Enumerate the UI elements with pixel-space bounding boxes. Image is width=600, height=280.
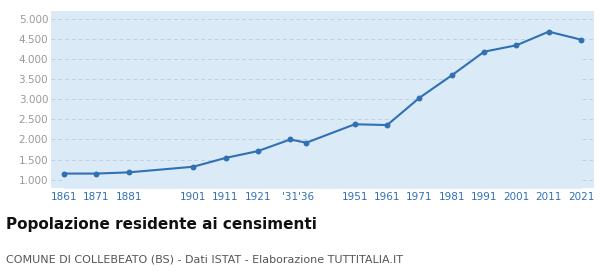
Point <box>479 50 489 54</box>
Point <box>188 165 198 169</box>
Point <box>382 123 392 127</box>
Point <box>544 29 554 34</box>
Point <box>59 171 69 176</box>
Text: Popolazione residente ai censimenti: Popolazione residente ai censimenti <box>6 217 317 232</box>
Point <box>350 122 359 127</box>
Point <box>286 137 295 142</box>
Point <box>447 73 457 78</box>
Point <box>302 141 311 145</box>
Point <box>221 156 230 160</box>
Point <box>253 149 263 153</box>
Point <box>415 95 424 100</box>
Point <box>576 38 586 42</box>
Point <box>512 43 521 48</box>
Text: COMUNE DI COLLEBEATO (BS) - Dati ISTAT - Elaborazione TUTTITALIA.IT: COMUNE DI COLLEBEATO (BS) - Dati ISTAT -… <box>6 255 403 265</box>
Point <box>91 171 101 176</box>
Point <box>124 170 133 175</box>
